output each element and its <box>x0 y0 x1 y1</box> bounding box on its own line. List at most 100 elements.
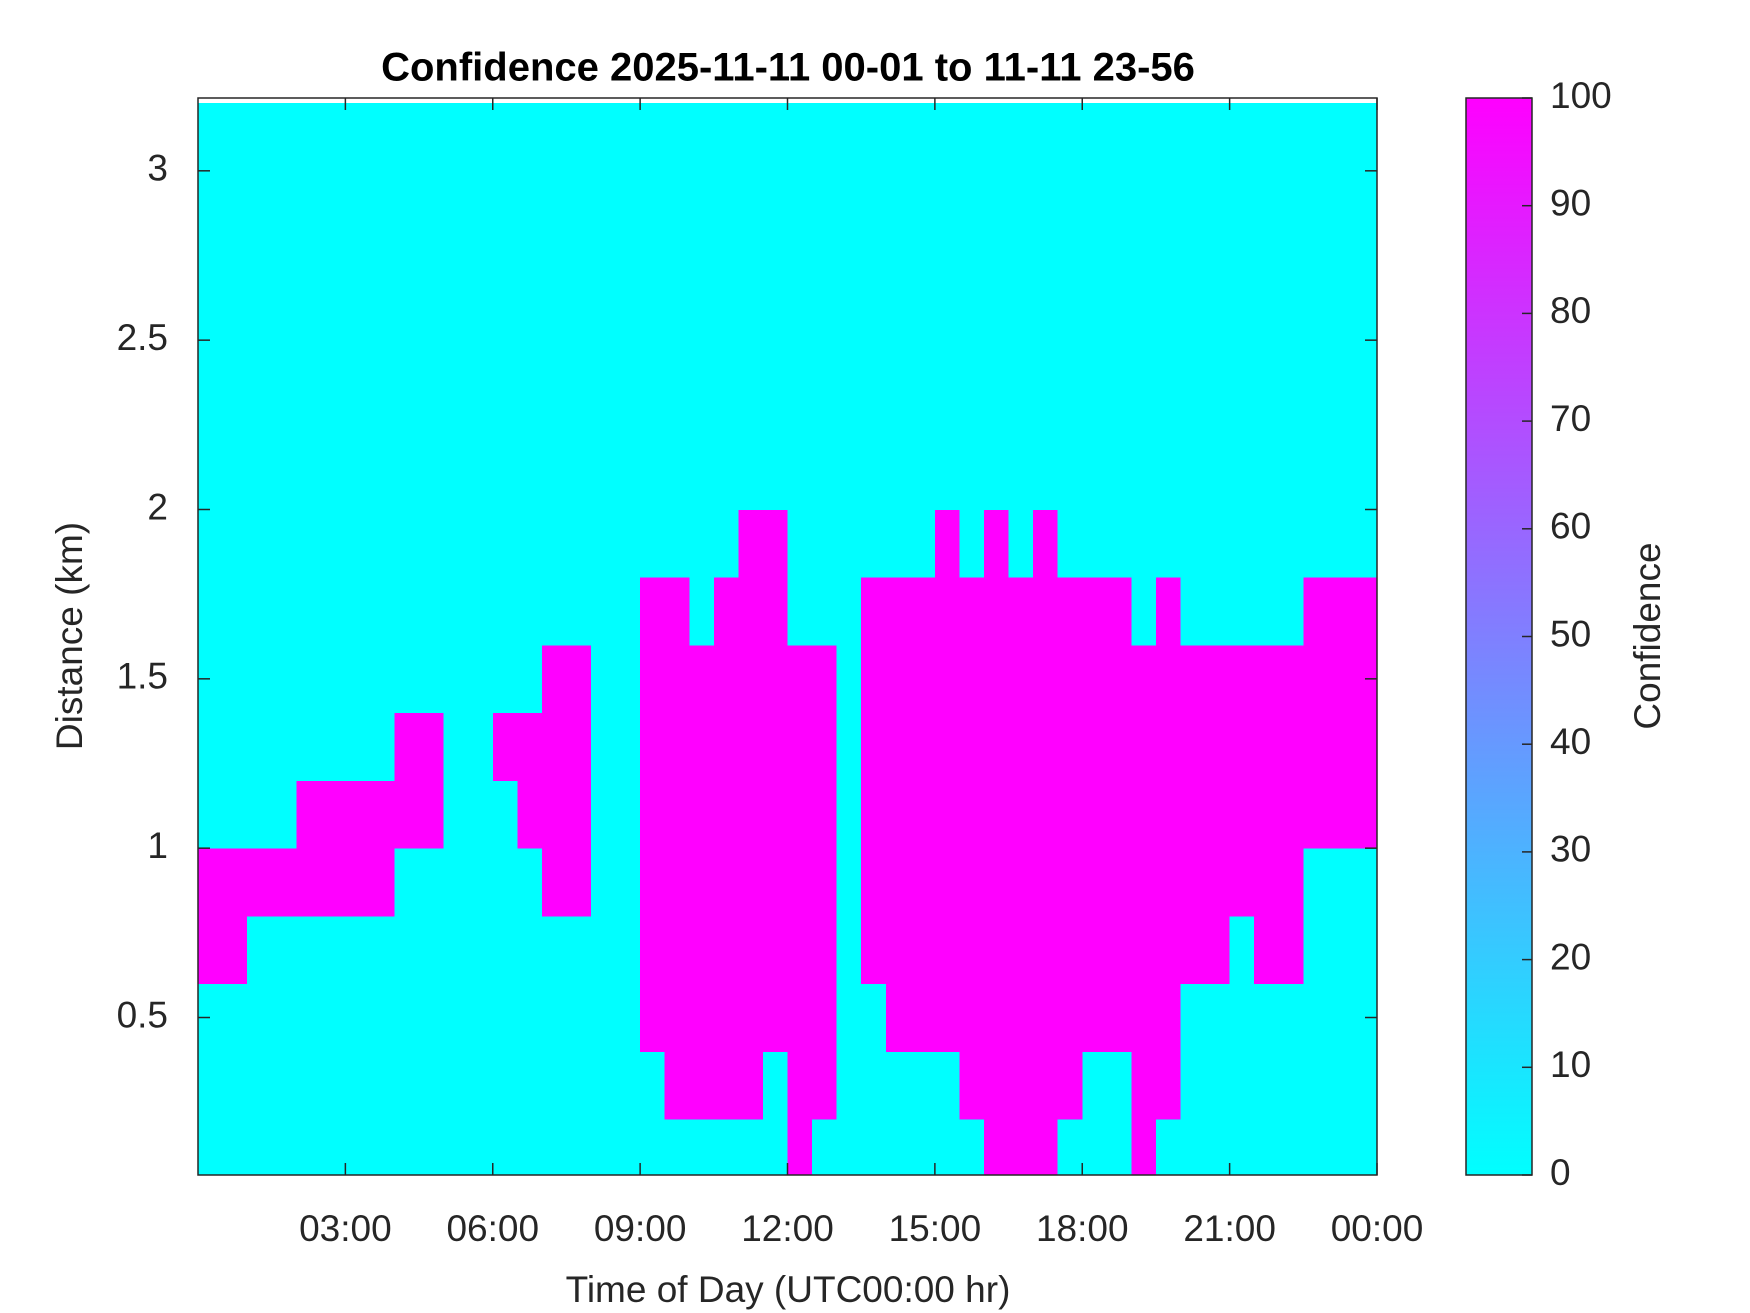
heatmap-cell <box>492 915 518 985</box>
heatmap-cell <box>468 170 494 240</box>
heatmap-cell <box>1303 1119 1329 1175</box>
heatmap-cell <box>836 509 862 578</box>
heatmap-cell <box>984 780 1010 849</box>
heatmap-cell <box>1278 238 1304 307</box>
heatmap-cell <box>640 780 666 849</box>
heatmap-cell <box>296 306 322 375</box>
heatmap-cell <box>762 238 788 307</box>
heatmap-cell <box>615 644 641 714</box>
heatmap-cell <box>566 780 592 849</box>
heatmap-cell <box>1008 712 1034 781</box>
heatmap-cell <box>984 306 1010 375</box>
heatmap-cell <box>787 238 813 307</box>
heatmap-cell <box>713 983 739 1052</box>
heatmap-cell <box>394 103 420 172</box>
heatmap-cell <box>885 441 911 510</box>
heatmap-cell <box>836 712 862 781</box>
heatmap-cell <box>1057 712 1083 781</box>
heatmap-cell <box>689 577 715 646</box>
heatmap-cell <box>591 441 617 510</box>
heatmap-cell <box>615 848 641 917</box>
heatmap-cell <box>1229 441 1255 510</box>
heatmap-cell <box>885 238 911 307</box>
heatmap-cell <box>1082 915 1108 985</box>
heatmap-cell <box>689 644 715 714</box>
heatmap-cell <box>1229 1051 1255 1120</box>
heatmap-cell <box>1131 983 1157 1052</box>
heatmap-cell <box>1082 644 1108 714</box>
heatmap-cell <box>959 712 985 781</box>
heatmap-cell <box>345 712 371 781</box>
x-tick-label: 09:00 <box>594 1208 687 1249</box>
heatmap-cell <box>591 712 617 781</box>
chart-title: Confidence 2025-11-11 00-01 to 11-11 23-… <box>381 46 1195 90</box>
heatmap-cell <box>1254 848 1280 917</box>
heatmap-cell <box>812 1051 838 1120</box>
heatmap-cell <box>664 170 690 240</box>
heatmap-cell <box>664 577 690 646</box>
heatmap-cell <box>689 1051 715 1120</box>
heatmap-cell <box>1352 509 1377 578</box>
heatmap-cell <box>738 103 764 172</box>
heatmap-cell <box>836 848 862 917</box>
heatmap-cell <box>787 441 813 510</box>
heatmap-cell <box>1205 238 1231 307</box>
heatmap-cell <box>271 644 297 714</box>
heatmap-cell <box>566 441 592 510</box>
heatmap-cell <box>320 509 346 578</box>
heatmap-cell <box>517 306 543 375</box>
heatmap-cell <box>1205 441 1231 510</box>
heatmap-cell <box>812 170 838 240</box>
heatmap-cell <box>271 577 297 646</box>
heatmap-cell <box>1106 374 1132 443</box>
y-tick-label: 2 <box>147 486 168 527</box>
heatmap-cell <box>394 983 420 1052</box>
heatmap-cell <box>394 170 420 240</box>
heatmap-cell <box>738 1051 764 1120</box>
heatmap-cell <box>443 1119 469 1175</box>
heatmap-cell <box>1327 441 1353 510</box>
heatmap-cell <box>640 509 666 578</box>
heatmap-cell <box>984 170 1010 240</box>
heatmap-cell <box>1229 712 1255 781</box>
heatmap-cell <box>787 848 813 917</box>
heatmap-cell <box>1008 374 1034 443</box>
heatmap-cell <box>247 915 273 985</box>
heatmap-cell <box>664 644 690 714</box>
heatmap-cell <box>566 103 592 172</box>
heatmap-cell <box>1082 577 1108 646</box>
heatmap-cell <box>738 848 764 917</box>
heatmap-cell <box>615 170 641 240</box>
heatmap-cell <box>959 170 985 240</box>
heatmap-cell <box>1033 170 1059 240</box>
heatmap-cell <box>738 780 764 849</box>
heatmap-cell <box>394 644 420 714</box>
heatmap-cell <box>812 441 838 510</box>
heatmap-cell <box>566 374 592 443</box>
heatmap-cell <box>517 170 543 240</box>
heatmap-cell <box>468 1119 494 1175</box>
y-tick-label: 2.5 <box>117 317 168 358</box>
heatmap-cell <box>394 1051 420 1120</box>
heatmap-cell <box>787 1051 813 1120</box>
heatmap-cell <box>1082 848 1108 917</box>
heatmap-cell <box>541 915 567 985</box>
heatmap-cell <box>1205 1119 1231 1175</box>
heatmap-cell <box>910 103 936 172</box>
heatmap-cell <box>762 1119 788 1175</box>
heatmap-cell <box>689 848 715 917</box>
heatmap-cell <box>984 441 1010 510</box>
heatmap-cell <box>1303 441 1329 510</box>
heatmap-cell <box>1327 712 1353 781</box>
heatmap-cell <box>713 915 739 985</box>
heatmap-cell <box>394 712 420 781</box>
heatmap-cell <box>1229 848 1255 917</box>
heatmap-cell <box>443 712 469 781</box>
heatmap-cell <box>1106 644 1132 714</box>
heatmap-cell <box>836 306 862 375</box>
heatmap-cell <box>1155 1119 1181 1175</box>
heatmap-cell <box>468 577 494 646</box>
heatmap-cell <box>369 374 395 443</box>
heatmap-cell <box>812 306 838 375</box>
colorbar-tick-label: 20 <box>1550 936 1591 977</box>
